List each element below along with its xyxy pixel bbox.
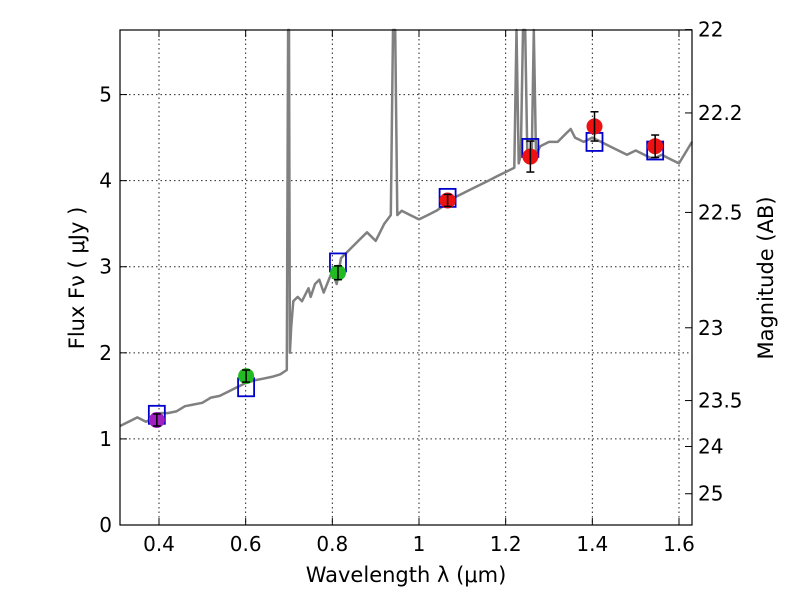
mag-tick-label: 22.2 bbox=[698, 101, 743, 125]
x-tick-label: 0.8 bbox=[316, 532, 348, 556]
y-tick-label: 3 bbox=[99, 255, 112, 279]
mag-tick-label: 23.5 bbox=[698, 389, 743, 413]
x-tick-label: 1.6 bbox=[663, 532, 695, 556]
mag-tick-label: 23 bbox=[698, 316, 723, 340]
x-tick-label: 0.6 bbox=[230, 532, 262, 556]
y-tick-label: 5 bbox=[99, 83, 112, 107]
y-axis-label-right: Magnitude (AB) bbox=[754, 196, 778, 359]
plot-frame bbox=[119, 29, 693, 526]
tick-labels: 0.4 0.6 0.8 1 1.2 1.4 1.60123452222.222.52323.… bbox=[99, 18, 742, 556]
x-axis-label: Wavelength λ (μm) bbox=[306, 563, 507, 587]
model-photometry-layer bbox=[147, 132, 665, 425]
y-tick-label: 2 bbox=[99, 341, 112, 365]
y-tick-label: 0 bbox=[99, 513, 112, 537]
mag-tick-label: 24 bbox=[698, 434, 723, 458]
spectrum-layer bbox=[119, 28, 694, 428]
x-tick-label: 0.4 bbox=[143, 532, 175, 556]
x-tick-label: 1.4 bbox=[576, 532, 608, 556]
spectrum-line bbox=[119, 28, 694, 428]
x-tick-label: 1 bbox=[413, 532, 426, 556]
axis-ticks bbox=[120, 29, 692, 526]
y-tick-label: 1 bbox=[99, 427, 112, 451]
grid-lines bbox=[120, 30, 692, 526]
mag-tick-label: 25 bbox=[698, 482, 723, 506]
mag-tick-label: 22 bbox=[698, 18, 723, 42]
y-axis-label: Flux Fν ( μJy ) bbox=[65, 207, 89, 350]
mag-tick-label: 22.5 bbox=[698, 200, 743, 224]
observed-photometry-layer bbox=[148, 111, 664, 428]
y-tick-label: 4 bbox=[99, 169, 112, 193]
x-tick-label: 1.2 bbox=[490, 532, 522, 556]
